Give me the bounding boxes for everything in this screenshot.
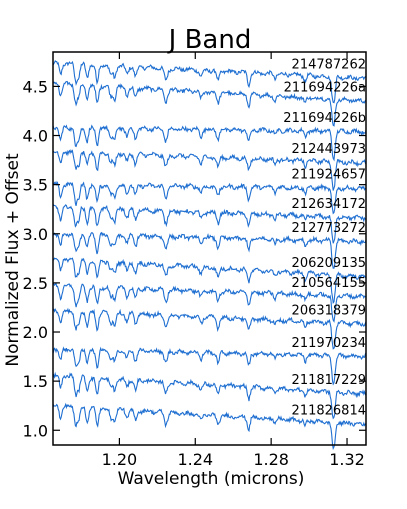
x-axis-label: Wavelength (microns)	[118, 469, 305, 489]
spectrum-line	[52, 180, 367, 215]
series-label: 211694226a	[284, 80, 366, 95]
spectrum-line	[52, 346, 367, 386]
chart-title: J Band	[167, 25, 252, 55]
series-label: 214787262	[292, 58, 366, 73]
series-label: 211970234	[292, 336, 366, 351]
x-tick-label: 1.28	[253, 450, 289, 469]
series-label: 212443973	[292, 142, 366, 157]
y-tick-label: 4.5	[23, 77, 48, 96]
spectrum-line	[52, 371, 367, 420]
series-layer	[52, 59, 367, 451]
y-tick-label: 1.0	[23, 421, 48, 440]
series-label: 211924657	[292, 168, 366, 183]
spectrum-line	[52, 148, 367, 191]
spectrum-line	[52, 204, 367, 244]
spectrum-line	[52, 80, 367, 127]
y-tick-label: 1.5	[23, 372, 48, 391]
x-tick-label: 1.20	[102, 450, 138, 469]
plot-frame	[52, 51, 367, 446]
spectrum-line	[52, 257, 367, 304]
y-tick-label: 4.0	[23, 127, 48, 146]
x-tick-label: 1.32	[329, 450, 365, 469]
series-labels-layer: 214787262 211694226a 211694226b 212443973 21…	[283, 58, 366, 419]
series-label: 212773272	[292, 221, 366, 236]
spectrum-line	[52, 282, 367, 323]
series-label: 206209135	[292, 256, 366, 271]
y-tick-label: 3.0	[23, 225, 48, 244]
y-tick-label: 2.5	[23, 274, 48, 293]
y-axis-label: Normalized Flux + Offset	[3, 153, 23, 367]
y-tick-label: 3.5	[23, 176, 48, 195]
series-label: 211826814	[292, 404, 366, 419]
series-label: 211694226b	[283, 111, 366, 126]
series-label: 211817229	[292, 373, 366, 388]
ticks-layer: 1.20 1.24 1.28 1.32 1.0 1.5 2.0 2.5 3.0 3.5 4.0 4.5	[23, 52, 366, 469]
spectrum-line	[52, 402, 367, 451]
x-tick-label: 1.24	[177, 450, 213, 469]
series-label: 210564155	[292, 276, 366, 291]
spectrum-line	[52, 231, 367, 269]
spectrum-line	[52, 307, 367, 350]
spectrum-line	[52, 124, 367, 162]
y-tick-label: 2.0	[23, 323, 48, 342]
series-label: 206318379	[292, 303, 366, 318]
spectrum-line	[52, 59, 367, 104]
series-label: 212634172	[292, 197, 366, 212]
